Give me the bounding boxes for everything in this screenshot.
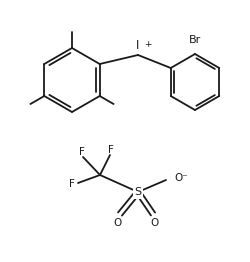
Text: O: O: [114, 218, 122, 228]
Text: Br: Br: [188, 35, 200, 45]
Text: O: O: [150, 218, 158, 228]
Text: O⁻: O⁻: [173, 173, 187, 183]
Text: I: I: [136, 39, 139, 52]
Text: F: F: [69, 179, 75, 189]
Text: S: S: [134, 187, 141, 197]
Text: F: F: [79, 147, 84, 157]
Text: +: +: [144, 40, 151, 49]
Text: F: F: [108, 145, 114, 155]
